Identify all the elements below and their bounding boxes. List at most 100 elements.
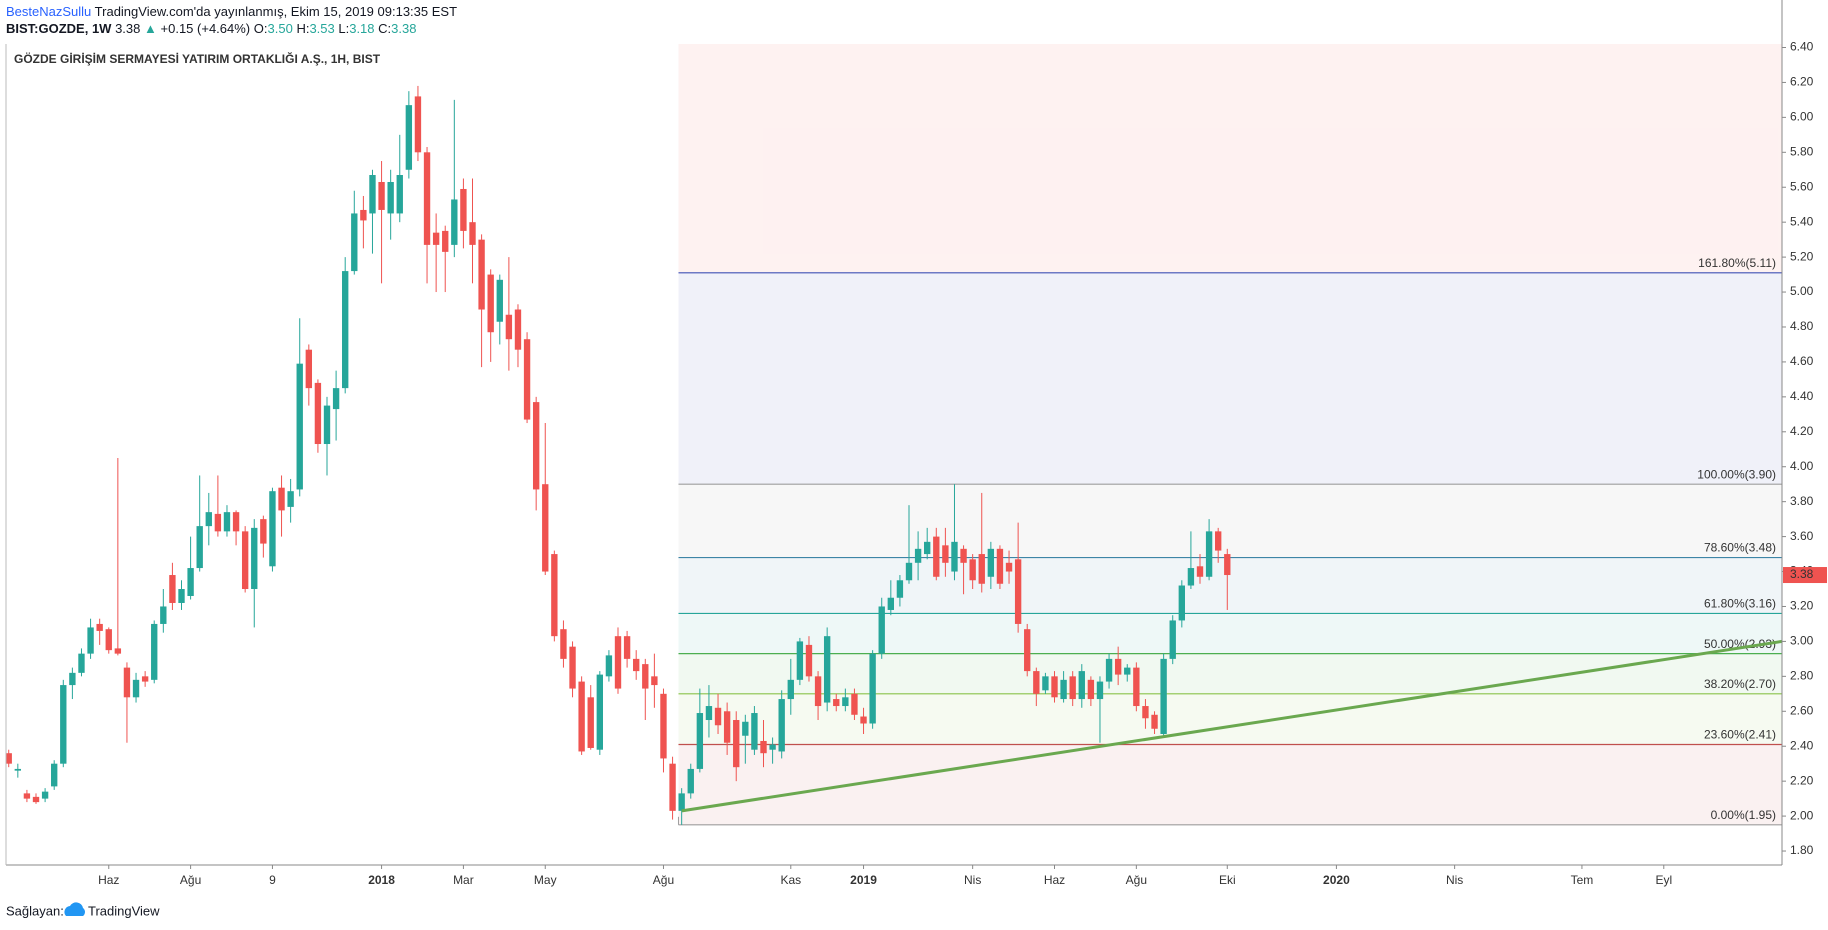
y-tick-label: 6.40 <box>1790 40 1814 54</box>
candle-body <box>169 575 176 603</box>
candle-body <box>114 648 122 654</box>
candle-body <box>814 676 822 707</box>
plot-area: 0.00%(1.95) 23.60%(2.41) 38.20%(2.70) 50.00… <box>5 0 1827 887</box>
candle-body <box>796 641 804 680</box>
candle-body <box>223 512 231 532</box>
candle-body <box>442 230 449 252</box>
candle-body <box>23 793 31 799</box>
candle-body <box>1169 620 1176 659</box>
y-tick-label: 3.00 <box>1790 634 1814 648</box>
candle-body <box>751 713 758 750</box>
candle-body <box>987 548 995 577</box>
candle-body <box>1078 671 1085 700</box>
candle-body <box>969 559 976 581</box>
x-tick-label: Eki <box>1219 873 1236 887</box>
candle-body <box>823 636 831 703</box>
fib-level-label: 23.60%(2.41) <box>1704 728 1776 742</box>
candle-body <box>605 655 613 677</box>
candle-body <box>851 693 858 715</box>
x-tick-label: Haz <box>1044 873 1065 887</box>
x-tick-label: Nis <box>1446 873 1463 887</box>
y-tick-label: 5.00 <box>1790 284 1814 298</box>
candle-body <box>196 526 203 569</box>
y-tick-label: 2.00 <box>1790 808 1814 822</box>
candle-body <box>451 199 458 245</box>
candle-body <box>1178 585 1185 621</box>
candle-body <box>532 402 540 490</box>
candle-body <box>760 740 767 754</box>
candle-body <box>32 796 40 803</box>
candle-body <box>141 676 149 682</box>
fib-level-label: 78.60%(3.48) <box>1704 541 1776 555</box>
y-tick-label: 5.60 <box>1790 179 1814 193</box>
candle-body <box>1051 676 1058 698</box>
candle-body <box>1215 531 1222 551</box>
candle-body <box>914 548 922 563</box>
candle-body <box>687 768 694 794</box>
y-tick-label: 3.20 <box>1790 599 1814 613</box>
tv-logo[interactable]: TradingView <box>64 902 160 918</box>
candle-body <box>342 271 349 389</box>
candle-body <box>78 653 85 673</box>
candle-body <box>178 589 185 603</box>
candle-body <box>623 636 631 659</box>
candle-body <box>769 744 776 750</box>
candle-body <box>1160 658 1167 734</box>
candle-body <box>187 568 194 596</box>
candle-body <box>414 96 422 153</box>
fib-band <box>678 272 1782 485</box>
change: +0.15 (+4.64%) <box>161 21 251 36</box>
y-tick-label: 4.20 <box>1790 424 1814 438</box>
c-value: 3.38 <box>391 21 416 36</box>
candle-body <box>241 531 249 590</box>
candle-body <box>1205 531 1213 577</box>
y-tick-label: 1.80 <box>1790 843 1814 857</box>
candle-body <box>705 706 713 721</box>
candle-body <box>960 548 967 563</box>
candle-body <box>787 679 794 700</box>
y-tick-label: 2.40 <box>1790 738 1814 752</box>
y-tick-label: 3.80 <box>1790 494 1814 508</box>
y-tick-label: 3.60 <box>1790 529 1814 543</box>
candle-body <box>460 188 467 231</box>
candle-body <box>423 152 431 245</box>
author[interactable]: BesteNazSullu <box>6 4 91 19</box>
candle-body <box>251 527 258 590</box>
candle-body <box>378 181 385 210</box>
last-price-box <box>1783 567 1827 584</box>
y-tick-label: 4.60 <box>1790 354 1814 368</box>
candle-body <box>387 181 394 214</box>
footer-provider: Sağlayan: <box>6 903 64 918</box>
candle-body <box>505 314 513 340</box>
x-tick-label: Ağu <box>180 873 201 887</box>
candle-body <box>560 629 567 659</box>
fib-band <box>678 484 1782 558</box>
candle-body <box>1033 671 1040 694</box>
l-label: L: <box>338 21 349 36</box>
fib-level-label: 0.00%(1.95) <box>1711 808 1776 822</box>
candle-body <box>1196 566 1204 577</box>
y-tick-label: 5.40 <box>1790 214 1814 228</box>
arrow: ▲ <box>144 21 157 36</box>
y-tick-label: 5.80 <box>1790 144 1814 158</box>
candle-body <box>578 681 585 752</box>
chart-title: GÖZDE GİRİŞİM SERMAYESİ YATIRIM ORTAKLIĞ… <box>14 51 381 66</box>
y-tick-label: 6.20 <box>1790 75 1814 89</box>
header-line-2: BIST:GOZDE, 1W 3.38 ▲ +0.15 (+4.64%) O:3… <box>6 21 416 36</box>
published: TradingView.com'da yayınlanmış, Ekim 15,… <box>95 4 457 19</box>
candle-body <box>642 664 649 689</box>
fib-level-label: 38.20%(2.70) <box>1704 677 1776 691</box>
candle-body <box>1042 676 1049 691</box>
candle-body <box>1133 667 1140 707</box>
y-tick-label: 2.20 <box>1790 773 1814 787</box>
price: 3.38 <box>115 21 140 36</box>
x-tick-label: Ağu <box>653 873 674 887</box>
candle-body <box>278 487 285 511</box>
footer-brand[interactable]: TradingView <box>88 903 160 918</box>
candle-body <box>924 541 931 555</box>
fib-band <box>678 613 1782 654</box>
candle-body <box>332 388 340 410</box>
candle-body <box>869 653 876 724</box>
x-tick-label: Ağu <box>1126 873 1147 887</box>
